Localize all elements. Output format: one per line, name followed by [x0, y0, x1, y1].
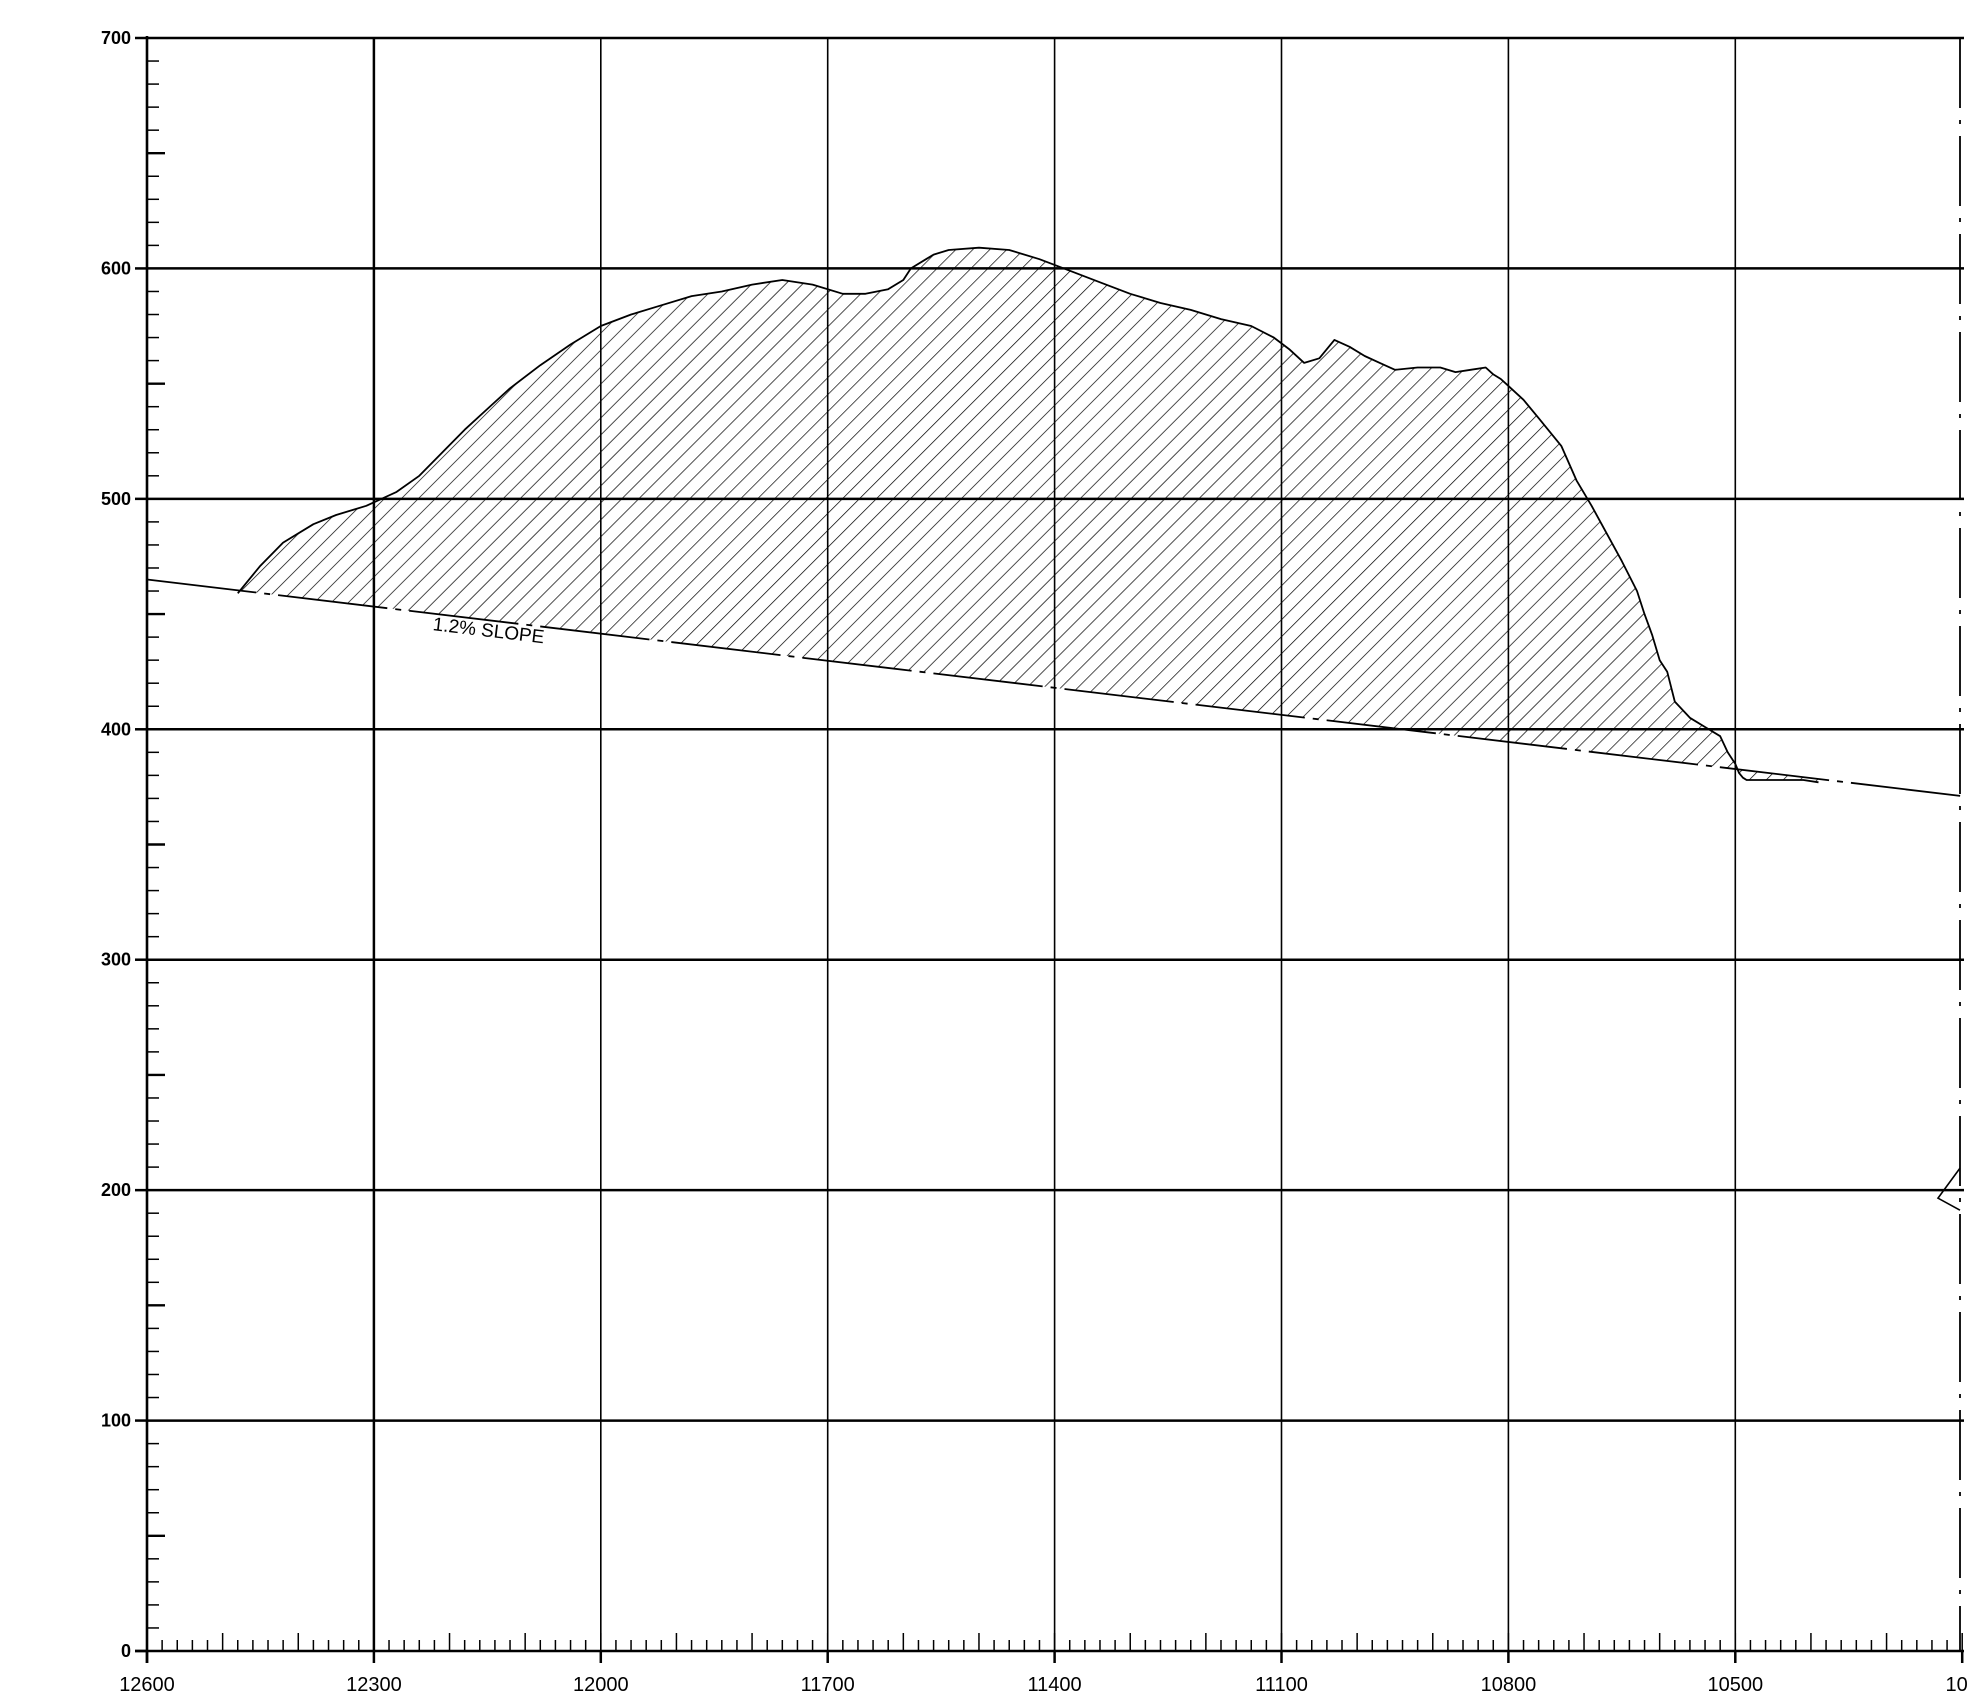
x-tick-label: 11400 — [1028, 1674, 1082, 1696]
x-tick-label: 11700 — [801, 1674, 855, 1696]
y-tick-label: 400 — [101, 719, 131, 739]
y-tick-label: 200 — [101, 1180, 131, 1200]
axes — [135, 36, 1964, 1663]
y-tick-label: 100 — [101, 1411, 131, 1431]
x-tick-label: 11100 — [1255, 1674, 1308, 1696]
x-tick-label: 12600 — [119, 1674, 175, 1696]
y-tick-label: 0 — [121, 1641, 131, 1661]
y-tick-label: 600 — [101, 258, 131, 278]
y-tick-label: 300 — [101, 950, 131, 970]
minor-ticks — [146, 60, 1963, 1651]
y-tick-label: 500 — [101, 489, 131, 509]
break-symbol — [1936, 1167, 1961, 1211]
slope-line — [146, 578, 1963, 798]
x-tick-label: 102 — [1946, 1674, 1968, 1696]
y-tick-label: 700 — [101, 28, 131, 48]
break-line — [1936, 38, 1961, 1651]
x-tick-label: 12000 — [573, 1674, 629, 1696]
x-tick-label: 12300 — [346, 1674, 402, 1696]
ground-profile-line — [237, 246, 1819, 784]
tick-labels: 0 100 200 300 400 500 600 700 12600 12300 12000 117… — [101, 28, 1968, 1696]
x-tick-label: 10500 — [1707, 1674, 1763, 1696]
data-layer — [146, 246, 1963, 798]
x-tick-label: 10800 — [1481, 1674, 1537, 1696]
profile-hatch-area — [237, 247, 1819, 783]
